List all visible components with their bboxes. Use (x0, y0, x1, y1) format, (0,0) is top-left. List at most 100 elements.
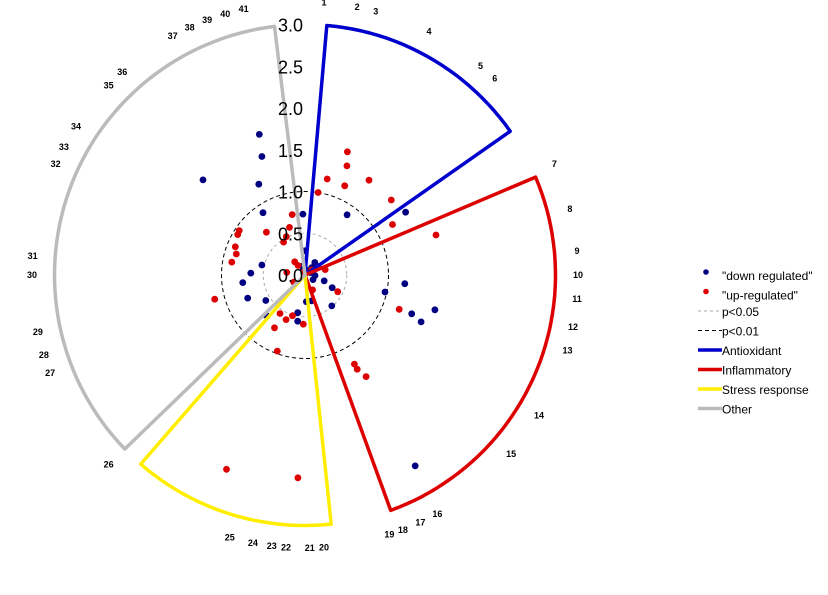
down-regulated-point-40 (402, 208, 409, 216)
up-regulated-point-19 (314, 189, 322, 196)
down-regulated-point-29 (299, 210, 307, 218)
down-regulated-point-32 (199, 176, 207, 184)
down-regulated-point-21 (262, 297, 270, 304)
data-points (199, 131, 440, 482)
legend-label-antioxidant: Antioxidant (722, 344, 782, 358)
wedge-stress-response (138, 273, 333, 528)
gene-label-25: 25 (225, 533, 235, 543)
gene-label-12: 12 (568, 322, 578, 332)
down-regulated-point-38 (408, 310, 416, 318)
legend-label-down-regulated: "down regulated" (722, 269, 813, 283)
gene-label-22: 22 (281, 542, 291, 552)
wedge-antioxidant (303, 23, 512, 277)
down-regulated-point-25 (244, 294, 252, 302)
gene-label-33: 33 (59, 142, 69, 152)
down-regulated-point-14 (320, 277, 328, 285)
legend: "down regulated" "up-regulated" p<0.05 p<0.… (698, 269, 813, 417)
down-regulated-point-13 (311, 272, 319, 279)
gene-label-37: 37 (168, 31, 178, 41)
up-regulated-point-26 (389, 221, 396, 228)
up-regulated-point-22 (343, 162, 351, 170)
legend-label-p<0.05: p<0.05 (722, 305, 759, 319)
radial-tick-label-2.0: 2.0 (278, 99, 303, 119)
down-regulated-point-28 (259, 209, 267, 217)
gene-label-31: 31 (28, 251, 38, 261)
up-regulated-point-9 (291, 258, 299, 266)
gene-label-6: 6 (492, 74, 497, 84)
up-regulated-point-41 (294, 474, 302, 482)
gene-label-41: 41 (239, 4, 249, 14)
up-regulated-point-18 (273, 347, 281, 355)
down-regulated-point-18 (328, 284, 336, 292)
up-regulated-point-13 (286, 224, 293, 231)
up-regulated-point-20 (341, 182, 349, 190)
gene-label-14: 14 (534, 411, 544, 421)
up-regulated-point-35 (362, 373, 370, 380)
radial-tick-label-0.0: 0.0 (278, 266, 303, 286)
up-regulated-point-21 (323, 175, 331, 183)
down-regulated-point-24 (239, 279, 247, 286)
up-regulated-point-40 (223, 465, 230, 473)
gene-label-19: 19 (384, 530, 394, 540)
up-regulated-point-38 (395, 305, 403, 313)
legend-marker-down-regulated (703, 269, 709, 275)
up-regulated-point-10 (283, 269, 291, 276)
gene-label-17: 17 (415, 518, 425, 528)
up-regulated-point-17 (271, 324, 278, 332)
up-regulated-point-32 (231, 243, 239, 251)
gene-label-34: 34 (71, 121, 81, 131)
gene-label-30: 30 (27, 270, 37, 280)
down-regulated-point-30 (343, 211, 351, 219)
gene-label-15: 15 (506, 449, 516, 459)
up-regulated-point-16 (276, 310, 284, 317)
down-regulated-point-26 (247, 269, 255, 277)
legend-label-p<0.01: p<0.01 (722, 325, 759, 339)
down-regulated-point-36 (381, 288, 389, 296)
down-regulated-point-11 (311, 259, 319, 266)
gene-label-1: 1 (321, 0, 326, 8)
down-regulated-point-31 (255, 180, 263, 188)
gene-label-27: 27 (45, 368, 55, 378)
down-regulated-point-34 (255, 131, 263, 138)
gene-label-20: 20 (319, 542, 329, 552)
legend-label-other: Other (722, 403, 752, 417)
gene-label-32: 32 (51, 159, 61, 169)
radial-tick-label-2.5: 2.5 (278, 57, 303, 77)
down-regulated-point-37 (431, 306, 439, 314)
gene-label-18: 18 (398, 525, 408, 535)
gene-label-9: 9 (574, 246, 579, 256)
radial-tick-label-1.0: 1.0 (278, 183, 303, 203)
up-regulated-point-6 (334, 288, 342, 296)
up-regulated-point-36 (353, 365, 361, 373)
gene-label-38: 38 (185, 23, 195, 33)
down-regulated-point-27 (258, 261, 266, 269)
up-regulated-point-33 (232, 250, 240, 258)
radial-tick-label-1.5: 1.5 (278, 141, 303, 161)
gene-label-10: 10 (573, 270, 583, 280)
gene-label-26: 26 (104, 460, 114, 470)
gene-label-40: 40 (220, 9, 230, 19)
down-regulated-point-20 (294, 309, 302, 317)
up-regulated-point-29 (263, 228, 270, 236)
up-regulated-point-39 (211, 295, 219, 303)
up-regulated-point-34 (280, 238, 287, 246)
gene-label-28: 28 (39, 350, 49, 360)
up-regulated-point-23 (344, 148, 351, 156)
gene-label-13: 13 (562, 345, 572, 355)
wedge-inflammatory (303, 175, 558, 513)
up-regulated-point-12 (288, 211, 296, 219)
down-regulated-point-35 (401, 280, 409, 288)
down-regulated-point-19 (328, 302, 336, 310)
radial-tick-label-0.5: 0.5 (278, 224, 303, 244)
gene-label-24: 24 (248, 538, 258, 548)
wedge-other (52, 24, 307, 451)
up-regulated-point-25 (387, 196, 395, 204)
up-regulated-point-37 (351, 360, 358, 368)
significance-circles (221, 191, 389, 359)
gene-label-11: 11 (572, 294, 582, 304)
up-regulated-point-11 (282, 233, 290, 241)
gene-label-7: 7 (552, 159, 557, 169)
down-regulated-point-39 (417, 318, 425, 326)
gene-label-39: 39 (202, 15, 212, 25)
